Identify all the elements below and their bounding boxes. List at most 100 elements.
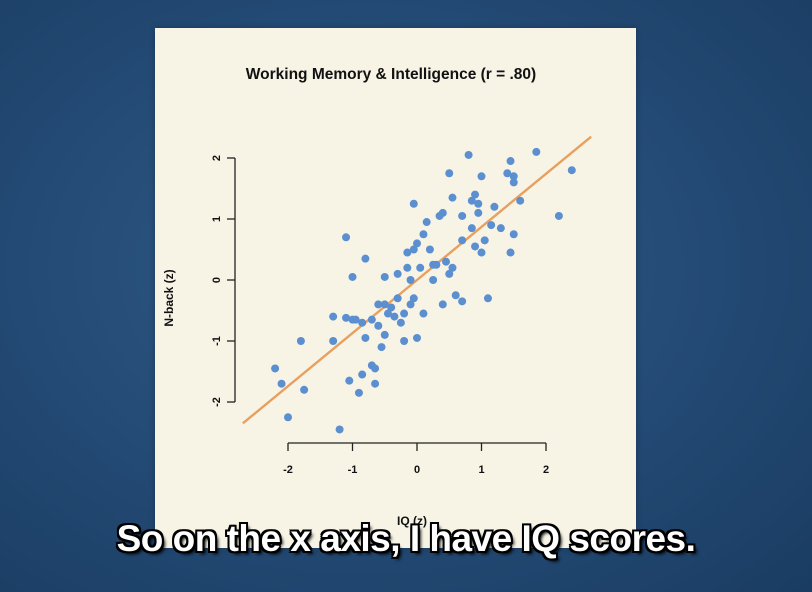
data-point <box>367 315 376 324</box>
data-point <box>413 333 421 342</box>
y-tick-label: 0 <box>211 277 223 283</box>
data-point <box>503 169 512 178</box>
data-point <box>383 309 392 318</box>
data-point <box>506 157 515 166</box>
fit-line-group <box>242 135 592 425</box>
data-point <box>425 245 434 254</box>
x-axis-label: IQ (z) <box>397 514 427 528</box>
data-point <box>448 193 457 202</box>
data-point <box>348 272 357 281</box>
data-point <box>496 224 505 233</box>
data-point <box>400 309 409 318</box>
data-point <box>374 321 383 330</box>
data-point <box>387 303 396 312</box>
x-tick-label: 0 <box>414 464 420 476</box>
y-tick-label: -2 <box>211 397 223 407</box>
data-point <box>516 196 525 205</box>
y-tick-label: 2 <box>211 155 223 161</box>
data-point <box>509 172 518 181</box>
axes: -2 -1 0 1 2 -2 -1 0 1 2 <box>211 155 549 476</box>
data-point <box>509 230 518 239</box>
data-point <box>371 379 380 388</box>
y-tick-label: 1 <box>211 216 223 222</box>
data-point <box>471 190 480 199</box>
y-axis-label: N-back (z) <box>162 269 176 326</box>
data-point <box>296 337 305 345</box>
data-point <box>416 263 425 272</box>
x-tick-label: -2 <box>283 464 293 476</box>
data-point <box>390 312 399 321</box>
data-point <box>467 196 476 205</box>
data-point <box>474 199 483 208</box>
data-point <box>406 300 415 309</box>
data-point <box>458 297 467 306</box>
data-point <box>464 150 473 159</box>
data-point <box>329 337 338 345</box>
data-point <box>409 245 418 254</box>
data-point <box>480 236 489 245</box>
data-point <box>374 300 383 309</box>
data-point <box>329 312 338 321</box>
data-point <box>277 379 286 388</box>
data-point <box>393 294 402 303</box>
data-point <box>409 294 418 303</box>
data-point <box>438 208 447 217</box>
y-tick-label: -1 <box>211 336 223 346</box>
data-point <box>358 318 367 327</box>
data-point <box>438 300 447 309</box>
data-point <box>554 211 563 220</box>
data-point <box>487 221 496 230</box>
data-point <box>342 313 351 322</box>
data-point <box>396 318 405 327</box>
data-point <box>467 224 476 233</box>
fit-line <box>242 135 592 425</box>
data-point <box>380 300 389 309</box>
data-point <box>335 425 344 434</box>
x-tick-label: 2 <box>543 464 549 476</box>
data-point <box>284 413 292 422</box>
data-point <box>419 309 428 318</box>
data-point <box>377 343 386 352</box>
data-point <box>567 166 576 175</box>
data-point <box>413 239 421 248</box>
slide-panel: Working Memory & Intelligence (r = .80) … <box>155 28 636 548</box>
chart-title: Working Memory & Intelligence (r = .80) <box>246 66 536 83</box>
data-point <box>393 269 402 278</box>
x-tick-label: 1 <box>478 464 484 476</box>
data-point <box>361 254 370 263</box>
data-point <box>380 272 389 281</box>
data-point <box>445 169 454 178</box>
data-point <box>458 211 467 220</box>
data-point <box>380 330 389 339</box>
data-point <box>300 385 309 394</box>
data-point <box>483 294 492 303</box>
data-point <box>490 202 499 211</box>
data-point <box>361 333 370 342</box>
data-point <box>509 178 518 187</box>
data-point <box>474 208 483 217</box>
data-point <box>271 364 280 373</box>
data-point <box>400 337 409 345</box>
data-point <box>406 276 415 284</box>
data-point <box>345 376 354 385</box>
data-point <box>477 172 486 181</box>
data-point <box>422 218 431 227</box>
data-point <box>458 236 467 245</box>
data-point <box>429 276 438 284</box>
video-subtitle: So on the x axis, I have IQ scores. <box>116 518 696 559</box>
data-point <box>477 248 486 257</box>
data-point <box>432 260 441 269</box>
data-point <box>448 263 457 272</box>
data-point <box>471 242 480 251</box>
data-point <box>403 248 412 257</box>
data-point <box>532 147 541 156</box>
points-group <box>271 147 576 434</box>
data-point <box>409 199 418 208</box>
data-point <box>358 370 367 379</box>
data-point <box>403 263 412 272</box>
data-point <box>354 388 363 397</box>
data-point <box>451 291 460 300</box>
data-point <box>442 257 451 266</box>
data-point <box>342 233 351 242</box>
data-point <box>445 269 454 278</box>
